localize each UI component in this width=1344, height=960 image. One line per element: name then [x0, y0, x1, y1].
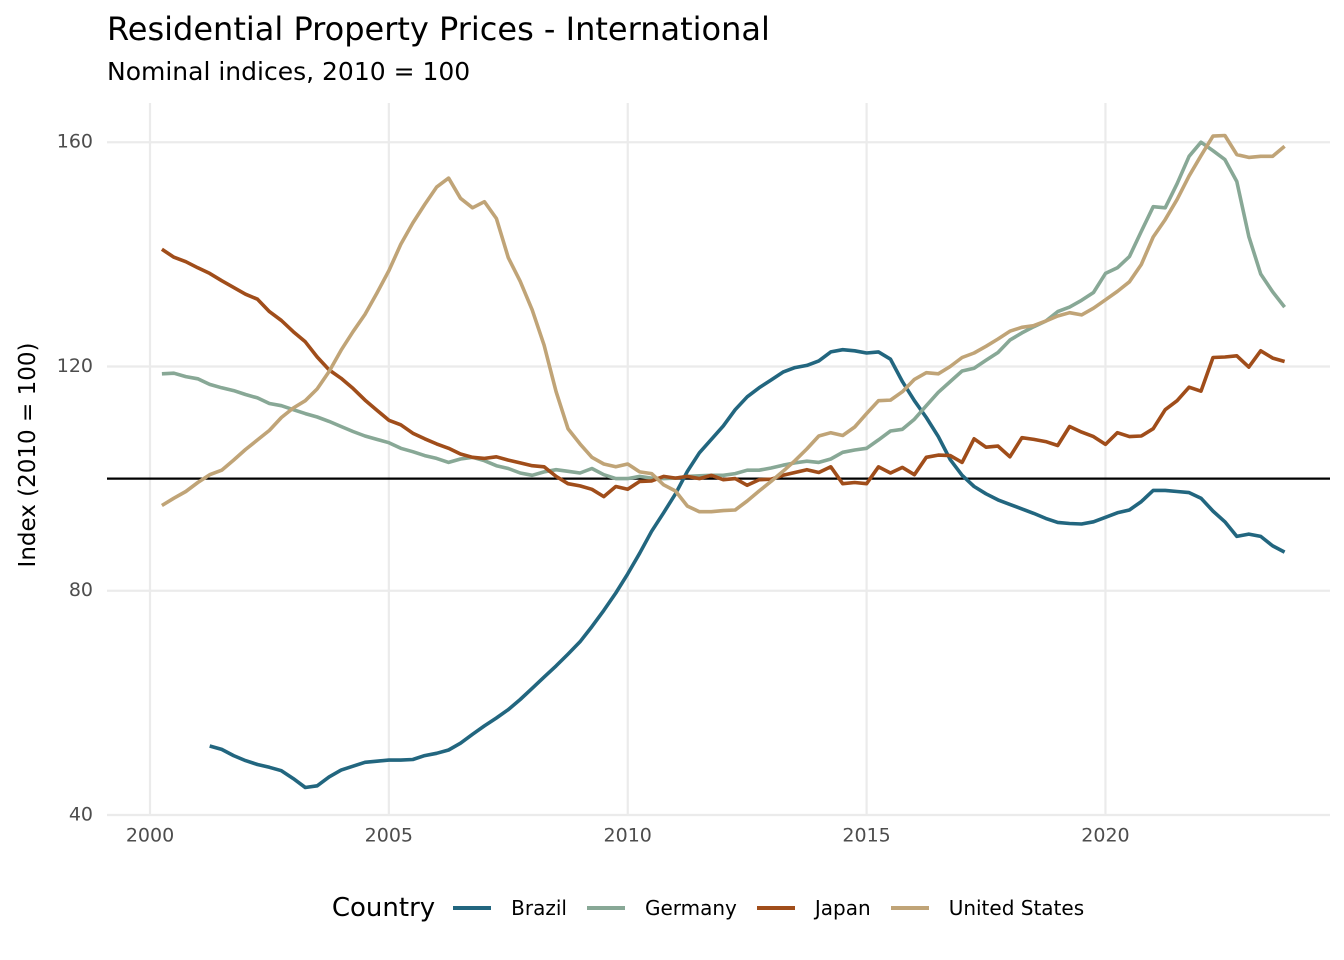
series-line-germany — [161, 140, 1287, 481]
legend-label-brazil: Brazil — [511, 896, 567, 920]
series-line-united-states — [160, 133, 1286, 514]
legend-item-united-states: United States — [890, 896, 1085, 920]
legend-title: Country — [331, 893, 436, 923]
legend-key-japan — [756, 906, 795, 910]
legend-key-united-states — [890, 906, 929, 910]
legend-item-brazil: Brazil — [453, 896, 567, 920]
y-tick-label-80: 80 — [69, 579, 93, 601]
legend-key-brazil — [453, 906, 492, 910]
series-layer — [160, 133, 1287, 790]
legend: Country Brazil Germany Japan United Stat… — [0, 890, 1344, 926]
x-tick-label-2005: 2005 — [365, 825, 413, 847]
x-axis-ticks: 2000 2005 2010 2015 2020 — [126, 825, 1130, 847]
x-tick-label-2020: 2020 — [1081, 825, 1129, 847]
series-line-brazil — [209, 347, 1286, 790]
legend-label-germany: Germany — [644, 896, 737, 920]
chart-title: Residential Property Prices - Internatio… — [107, 10, 770, 48]
x-tick-label-2010: 2010 — [604, 825, 652, 847]
y-tick-label-160: 160 — [57, 131, 93, 153]
legend-item-germany: Germany — [586, 896, 737, 920]
series-line-japan — [160, 247, 1286, 499]
legend-key-germany — [586, 906, 625, 910]
legend-label-united-states: United States — [948, 896, 1085, 920]
y-axis-title: Index (2010 = 100) — [15, 343, 41, 568]
legend-item-japan: Japan — [756, 896, 871, 920]
y-axis-ticks: 40 80 120 160 — [57, 131, 93, 826]
y-tick-label-120: 120 — [57, 355, 93, 377]
line-chart: 40 80 120 160 2000 2005 2010 2015 2020 Index (2… — [15, 103, 1330, 847]
legend-label-japan: Japan — [814, 896, 871, 920]
chart-subtitle: Nominal indices, 2010 = 100 — [107, 57, 471, 86]
y-tick-label-40: 40 — [69, 804, 93, 826]
x-tick-label-2015: 2015 — [842, 825, 890, 847]
grid-layer — [107, 103, 1330, 817]
x-tick-label-2000: 2000 — [126, 825, 174, 847]
